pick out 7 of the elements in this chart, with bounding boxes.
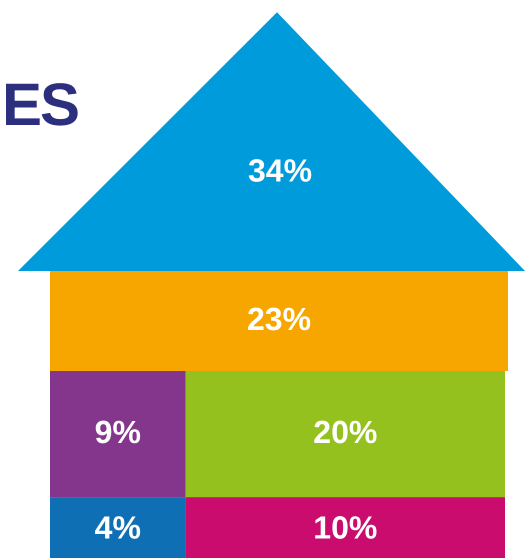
data-label: 10% [313,509,378,546]
data-label: 9% [94,414,141,450]
data-label: 20% [313,414,378,450]
data-label: 4% [94,509,141,546]
text: ES [2,70,78,139]
data-label: 23% [246,300,312,337]
data-label: 34% [248,152,312,189]
